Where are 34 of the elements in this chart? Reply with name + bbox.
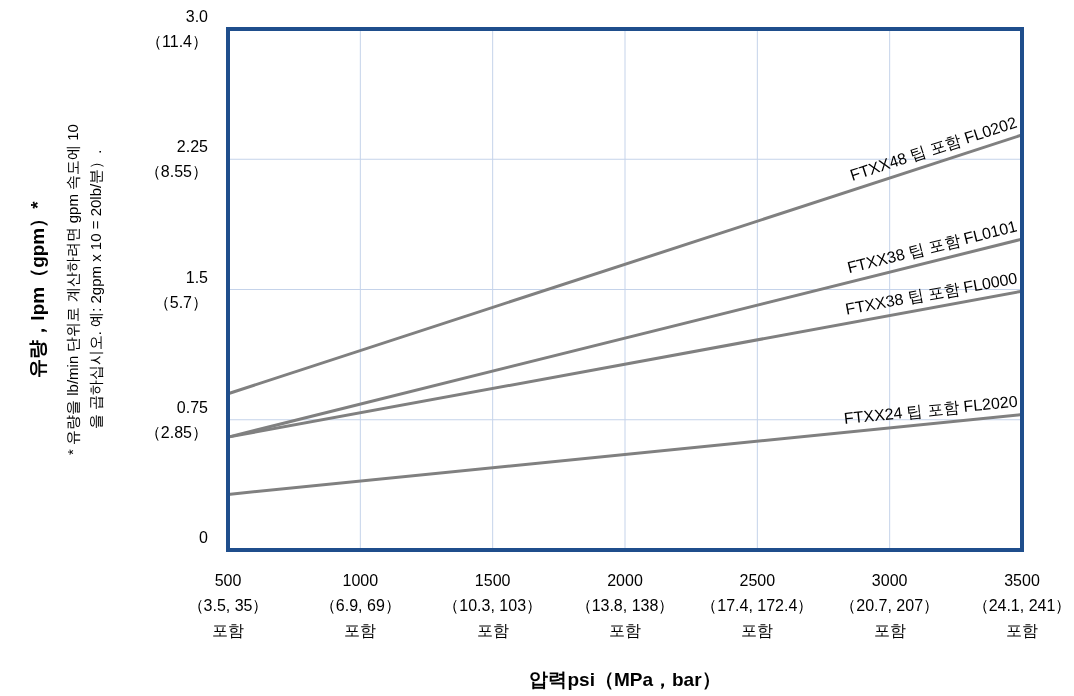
text: （24.1, 241） [972,597,1072,614]
text: 포함 [609,622,641,639]
text: （3.5, 35） [187,597,269,614]
text: 포함 [1006,622,1038,639]
y2-tick-label: （5.7） [153,293,208,311]
text: 포함 [741,622,774,639]
text: 포함 [344,622,377,639]
x-tick-label: 2500 [739,572,776,589]
x-tick-label: 3500 [1004,572,1040,589]
text: （17.4, 172.4） [701,597,814,614]
text: 포함 [873,622,906,639]
text: （13.8, 138） [575,597,675,614]
y-tick-label: 0.75 [176,398,209,416]
text: （6.9, 69） [319,597,401,614]
y-tick-label: 2.25 [176,138,209,156]
y2-tick-label: （8.55） [144,163,208,181]
text: * 유량을 lb/min 단위로 계산하려면 gpm 속도에 10 을 곱하십시오. 예: 2gpm x 10 = 20lb/분）. [64,124,104,455]
x-axis-title: 압력psi（MPa，bar） [529,669,721,690]
x-tick-label: 500 [214,572,242,589]
x-tick-label: 2000 [607,572,643,589]
y2-tick-label: （2.85） [144,423,208,441]
text: 유량，lpm（gpm）* [27,200,48,378]
text: 포함 [212,622,244,639]
y-tick-label: 3.0 [185,8,209,25]
x-tick-label: 1500 [474,572,511,589]
y2-tick-label: （11.4） [146,33,208,50]
text: （20.7, 207） [840,597,940,614]
text: （10.3, 103） [443,597,543,614]
y-tick-label: 0 [199,529,209,546]
text: 포함 [476,622,509,639]
text: FTXX24 팁 포함 FL2020 [843,392,1019,427]
x-tick-label: 1000 [342,572,379,589]
y-tick-label: 1.5 [185,268,209,286]
x-tick-label: 3000 [871,572,908,589]
